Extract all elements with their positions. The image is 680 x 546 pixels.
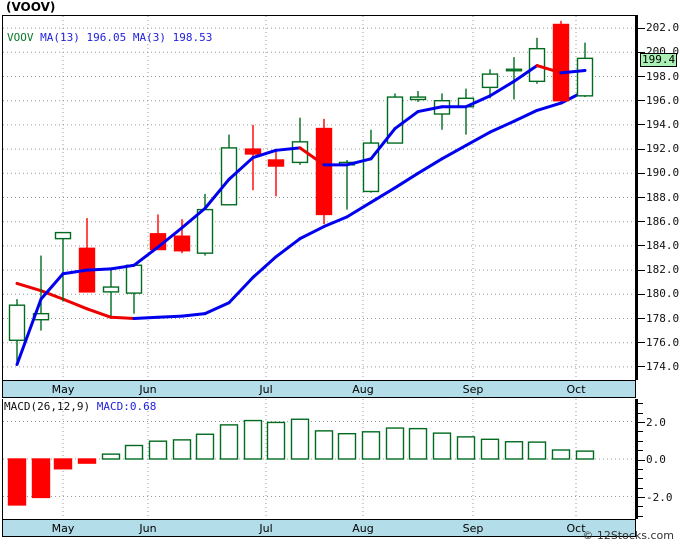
copyright-notice: © 12Stocks.com bbox=[582, 529, 674, 542]
month-label: Oct bbox=[566, 383, 586, 396]
month-label: Aug bbox=[352, 383, 374, 396]
price-tick-label: 174.0 bbox=[638, 361, 679, 372]
price-tick-label: 192.0 bbox=[638, 143, 679, 154]
month-label: Jun bbox=[139, 522, 157, 535]
price-tick-label: 200.0 bbox=[638, 46, 679, 57]
month-label: Oct bbox=[566, 522, 586, 535]
price-chart-panel[interactable]: VOOV MA(13) 196.05 MA(3) 198.53 bbox=[2, 15, 636, 380]
page-title: (VOOV) bbox=[6, 0, 56, 14]
price-tick-label: 176.0 bbox=[638, 337, 679, 348]
month-label: Aug bbox=[352, 522, 374, 535]
legend-ma3-label: MA(3) bbox=[132, 31, 166, 44]
macd-legend-label: MACD(26,12,9) bbox=[4, 400, 91, 413]
price-tick-label: 188.0 bbox=[638, 192, 679, 203]
month-label: Jul bbox=[259, 522, 273, 535]
price-tick-label: 198.0 bbox=[638, 71, 679, 82]
legend-ma3-value: 198.53 bbox=[172, 31, 213, 44]
macd-minor-tick bbox=[638, 463, 644, 474]
legend-ma13-label: MA(13) bbox=[40, 31, 80, 44]
price-plot-svg bbox=[3, 16, 635, 379]
price-tick-label: 182.0 bbox=[638, 264, 679, 275]
month-axis-top: May Jun Jul Aug Sep Oct bbox=[2, 380, 636, 398]
month-label: May bbox=[51, 522, 75, 535]
macd-minor-tick bbox=[638, 407, 644, 418]
price-tick-label: 186.0 bbox=[638, 216, 679, 227]
macd-minor-tick bbox=[638, 473, 644, 484]
macd-tick-label: 2.0 bbox=[638, 417, 666, 428]
legend-ma13-value: 196.05 bbox=[86, 31, 127, 44]
legend-symbol: VOOV bbox=[7, 31, 34, 44]
price-tick-label: 194.0 bbox=[638, 119, 679, 130]
macd-minor-tick bbox=[638, 445, 644, 456]
macd-minor-tick bbox=[638, 398, 644, 409]
month-label: Jul bbox=[259, 383, 273, 396]
macd-legend: MACD(26,12,9) MACD:0.68 bbox=[4, 401, 156, 413]
title-bar: (VOOV) bbox=[0, 0, 680, 15]
month-label: May bbox=[51, 383, 75, 396]
price-tick-label: 190.0 bbox=[638, 167, 679, 178]
price-tick-label: 180.0 bbox=[638, 288, 679, 299]
macd-y-axis: 2.0 0.0 -2.0 bbox=[636, 399, 680, 519]
price-tick-label: 196.0 bbox=[638, 95, 679, 106]
price-legend: VOOV MA(13) 196.05 MA(3) 198.53 bbox=[7, 32, 212, 44]
price-y-axis: 202.0 200.0 198.0 196.0 194.0 192.0 190.0 188.0… bbox=[636, 15, 680, 380]
price-tick-label: 184.0 bbox=[638, 240, 679, 251]
macd-plot-svg bbox=[3, 399, 635, 519]
macd-tick-label: -2.0 bbox=[638, 492, 673, 503]
price-tick-label: 178.0 bbox=[638, 313, 679, 324]
price-plot-area bbox=[3, 16, 635, 380]
macd-minor-tick bbox=[638, 501, 644, 512]
month-label: Sep bbox=[462, 383, 484, 396]
macd-minor-tick bbox=[638, 435, 644, 446]
macd-minor-tick bbox=[638, 510, 644, 521]
macd-minor-tick bbox=[638, 426, 644, 437]
macd-minor-tick bbox=[638, 482, 644, 493]
macd-chart-panel[interactable] bbox=[2, 399, 636, 519]
month-label: Sep bbox=[462, 522, 484, 535]
macd-legend-value: MACD:0.68 bbox=[96, 400, 157, 413]
last-price-label: 199.4 bbox=[640, 52, 678, 67]
month-axis-bottom: May Jun Jul Aug Sep Oct bbox=[2, 519, 636, 537]
macd-plot-area bbox=[3, 399, 635, 519]
month-label: Jun bbox=[139, 383, 157, 396]
macd-tick-label: 0.0 bbox=[638, 454, 666, 465]
price-tick-label: 202.0 bbox=[638, 22, 679, 33]
